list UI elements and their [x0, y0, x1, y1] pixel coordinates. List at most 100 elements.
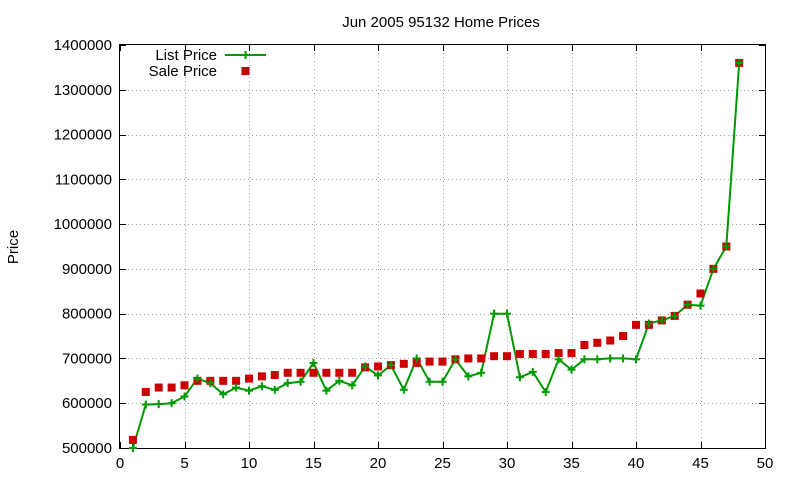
list-price-point	[296, 377, 305, 386]
sale-price-point	[541, 349, 550, 358]
axis-ticks: 0 5 10 15 20 25 30 35 40 45 50 500000 600000 700000 80…	[54, 37, 774, 472]
list-price-point	[219, 390, 228, 399]
list-price-point	[386, 361, 395, 370]
sale-price-point	[219, 376, 228, 385]
list-price-point	[128, 444, 137, 452]
list-price-point	[309, 358, 318, 367]
list-price-point	[425, 377, 434, 386]
sale-price-point	[567, 349, 576, 358]
sale-price-point	[606, 336, 615, 345]
list-price-point	[399, 385, 408, 394]
sale-price-point	[257, 372, 266, 381]
list-price-point	[541, 388, 550, 397]
list-price-point	[154, 400, 163, 409]
data-series	[128, 58, 744, 452]
y-tick-label: 1000000	[54, 216, 112, 233]
y-tick-label: 500000	[62, 440, 112, 457]
list-price-point	[412, 354, 421, 363]
x-tick-label: 35	[563, 455, 580, 472]
legend: List Price Sale Price	[149, 47, 266, 80]
plot-frame	[119, 44, 766, 449]
list-price-point	[528, 367, 537, 376]
sale-price-point	[399, 359, 408, 368]
sale-price-point	[632, 320, 640, 329]
x-tick-label: 0	[116, 455, 124, 472]
list-price-point	[683, 300, 692, 309]
list-price-point	[283, 379, 292, 388]
list-price-point	[670, 311, 679, 320]
list-price-point	[567, 365, 576, 374]
x-tick-label: 5	[180, 455, 188, 472]
sale-price-point	[374, 362, 382, 371]
chart-title: Jun 2005 95132 Home Prices	[342, 14, 540, 31]
sale-price-point	[141, 388, 150, 397]
x-tick-label: 25	[434, 455, 451, 472]
sale-price-point	[309, 368, 318, 377]
list-price-point	[193, 374, 202, 383]
list-price-point	[348, 381, 357, 390]
y-tick-label: 700000	[62, 350, 112, 367]
sale-price-point	[348, 368, 357, 377]
x-tick-label: 50	[757, 455, 774, 472]
list-price-line	[131, 62, 741, 449]
y-tick-label: 900000	[62, 261, 112, 278]
list-price-point	[606, 354, 615, 363]
list-price-point	[632, 355, 640, 364]
y-tick-label: 1400000	[54, 37, 112, 54]
x-tick-label: 40	[628, 455, 645, 472]
list-price-point	[361, 362, 370, 371]
sale-price-point	[283, 368, 292, 377]
y-tick-label: 800000	[62, 306, 112, 323]
sale-price-point	[335, 368, 344, 377]
list-price-point	[464, 372, 473, 381]
legend-plus-list-price	[241, 51, 250, 59]
y-axis-label: Price	[5, 230, 22, 264]
list-price-point	[722, 242, 731, 251]
list-price-point	[438, 377, 447, 386]
list-price-point	[322, 386, 331, 395]
y-tick-label: 1200000	[54, 127, 112, 144]
sale-price-point	[554, 349, 563, 358]
sale-price-point	[619, 332, 628, 341]
sale-price-point	[593, 338, 602, 347]
y-tick-label: 1100000	[55, 171, 112, 188]
legend-marker-sale-price	[241, 67, 250, 75]
y-tick-label: 1300000	[54, 82, 112, 99]
list-price-point	[477, 368, 486, 377]
sale-price-point	[167, 383, 176, 392]
x-tick-label: 30	[499, 455, 516, 472]
sale-price-point	[528, 349, 537, 358]
x-tick-label: 45	[692, 455, 709, 472]
sale-price-point	[232, 376, 241, 385]
list-price-point	[644, 319, 653, 328]
list-price-point	[580, 355, 589, 364]
sale-price-point	[696, 289, 705, 298]
legend-square-sale-price	[241, 67, 250, 75]
sale-price-point	[580, 341, 589, 350]
list-price-point	[657, 316, 666, 325]
sale-price-point	[425, 357, 434, 366]
legend-marker-list-price	[225, 51, 266, 59]
x-tick-label: 20	[370, 455, 387, 472]
list-price-point	[245, 386, 253, 395]
list-price-point	[451, 355, 460, 364]
sale-price-point	[154, 383, 163, 392]
list-price-point	[232, 383, 241, 392]
legend-label-list-price: List Price	[155, 47, 217, 64]
sale-price-point	[180, 381, 189, 390]
list-price-point	[206, 379, 215, 388]
sale-price-point	[438, 357, 447, 366]
sale-price-point	[477, 354, 486, 363]
sale-price-point	[245, 374, 253, 383]
x-tick-label: 15	[305, 455, 322, 472]
list-price-point	[554, 355, 563, 364]
list-price-point	[374, 371, 382, 380]
sale-price-point	[296, 368, 305, 377]
y-tick-label: 600000	[62, 395, 112, 412]
list-price-point	[167, 399, 176, 408]
list-price-point	[709, 264, 718, 273]
list-price-point	[490, 309, 499, 318]
list-price-point	[141, 400, 150, 409]
sale-price-point	[322, 368, 331, 377]
